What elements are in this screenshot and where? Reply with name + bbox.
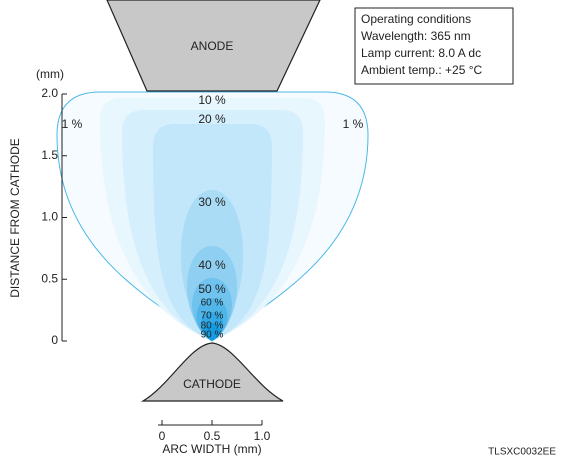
y-tick-label: 1.5: [41, 148, 58, 162]
contour-label: 30 %: [198, 195, 226, 209]
conditions-box: [354, 7, 514, 85]
conditions-line: Wavelength: 365 nm: [361, 29, 471, 43]
contour-label: 1 %: [343, 117, 364, 131]
x-tick-label: 0.5: [204, 429, 221, 443]
conditions-line: Lamp current: 8.0 A dc: [361, 46, 481, 60]
y-axis-label: DISTANCE FROM CATHODE: [8, 138, 22, 298]
figure-code: TLSXC0032EE: [488, 447, 556, 458]
y-unit: (mm): [36, 67, 64, 81]
conditions-line: Ambient temp.: +25 °C: [361, 63, 483, 77]
x-axis-label: ARC WIDTH (mm): [162, 442, 261, 456]
anode: [106, 0, 321, 92]
contour-label: 80 %: [201, 321, 224, 332]
contour-label: 40 %: [198, 258, 226, 272]
contour-label: 50 %: [198, 282, 226, 296]
contour-label: 10 %: [198, 93, 226, 107]
conditions-line: Operating conditions: [361, 12, 471, 26]
cathode: [140, 342, 284, 402]
contour-label: 90 %: [201, 330, 224, 341]
contour-label: 60 %: [201, 298, 224, 309]
x-tick-label: 1.0: [254, 429, 271, 443]
y-tick-label: 0: [51, 333, 58, 347]
y-tick-label: 2.0: [41, 86, 58, 100]
cathode-label: CATHODE: [183, 377, 241, 391]
x-tick-label: 0: [159, 429, 166, 443]
y-tick-label: 1.0: [41, 210, 58, 224]
contour-label: 1 %: [62, 117, 83, 131]
contour-label: 20 %: [198, 112, 226, 126]
y-tick-label: 0.5: [41, 271, 58, 285]
contour-group: [56, 91, 369, 342]
anode-label: ANODE: [191, 39, 234, 53]
contour: [204, 323, 220, 341]
contour-label: 70 %: [201, 311, 224, 322]
